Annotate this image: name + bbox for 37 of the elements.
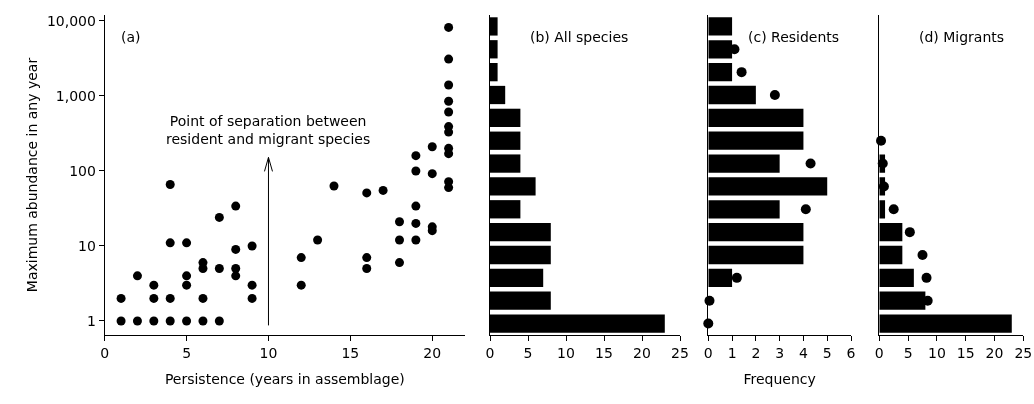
x-tick-label: 15 [956, 344, 975, 361]
x-axis-title: Persistence (years in assemblage) [164, 371, 405, 388]
x-tick-label: 5 [822, 344, 832, 361]
x-tick-label: 1 [727, 344, 737, 361]
x-tick-label: 5 [903, 344, 913, 361]
x-tick-label: 20 [423, 344, 442, 361]
x-tick-label: 6 [846, 344, 856, 361]
x-tick-label: 10 [259, 344, 278, 361]
ref-line-label: Point of separation between resident and migrant species [166, 113, 371, 148]
x-tick-label: 2 [751, 344, 761, 361]
text: (c) Residents [748, 29, 840, 45]
x-axis-title: Frequency [743, 371, 816, 388]
x-tick-label: 15 [341, 344, 360, 361]
text: (b) All species [530, 29, 629, 45]
x-tick-label: 10 [927, 344, 946, 361]
text: (a) [121, 29, 141, 45]
x-tick-label: 25 [671, 344, 689, 361]
text: (d) Migrants [919, 29, 1005, 45]
x-tick-label: 0 [703, 344, 713, 361]
x-tick-label: 15 [595, 344, 613, 361]
x-tick-label: 5 [182, 344, 192, 361]
y-axis-title: Maximum abundance in any year [23, 57, 40, 293]
y-tick-label: 100 [69, 162, 96, 179]
x-tick-label: 0 [485, 344, 495, 361]
x-tick-label: 4 [798, 344, 808, 361]
x-tick-label: 25 [1014, 344, 1033, 361]
x-tick-label: 10 [557, 344, 575, 361]
y-tick-label: 10 [78, 237, 96, 254]
y-tick-label: 1 [86, 312, 96, 329]
x-tick-label: 5 [523, 344, 533, 361]
x-tick-label: 0 [874, 344, 884, 361]
y-tick-label: 1,000 [55, 87, 96, 104]
x-tick-label: 20 [633, 344, 651, 361]
x-tick-label: 20 [985, 344, 1004, 361]
y-tick-label: 10,000 [46, 12, 96, 29]
x-tick-label: 3 [775, 344, 785, 361]
x-tick-label: 0 [100, 344, 110, 361]
